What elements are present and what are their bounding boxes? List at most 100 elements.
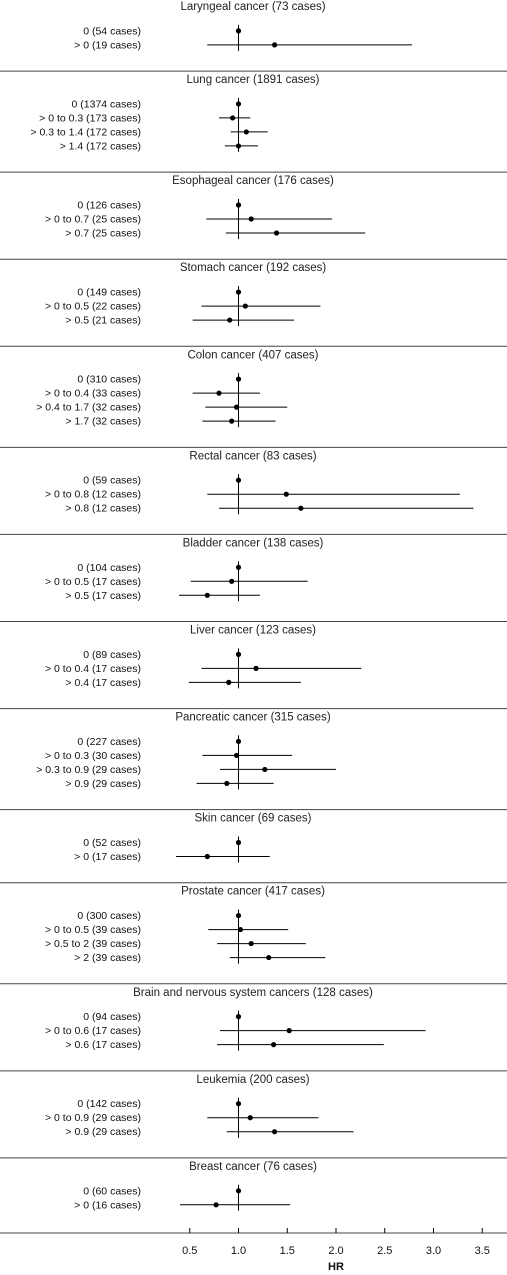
row-label: > 0 (17 cases) (74, 851, 141, 863)
row-label: > 0 (19 cases) (74, 39, 141, 51)
hr-point (213, 1202, 219, 1208)
row-label: > 0.6 (17 cases) (65, 1039, 141, 1051)
panel: Esophageal cancer (176 cases) 0 (126 case… (0, 175, 507, 260)
hr-point (248, 216, 254, 222)
hr-point (243, 129, 249, 135)
hr-point (235, 202, 242, 208)
hr-point (233, 404, 240, 410)
x-tick-label: 2.5 (377, 1245, 392, 1257)
hr-point (237, 926, 244, 933)
hr-point (226, 679, 232, 685)
row-label: > 0 to 0.3 (30 cases) (45, 750, 141, 762)
panel: Lung cancer (1891 cases) 0 (1374 cases) > … (0, 74, 507, 173)
hr-point (235, 101, 242, 107)
hr-point (227, 317, 233, 323)
hr-point (271, 1129, 278, 1135)
row-label: > 0.5 to 2 (39 cases) (45, 938, 141, 950)
panel-title: Stomach cancer (192 cases) (180, 262, 327, 274)
hr-point (262, 766, 268, 773)
panel-title: Brain and nervous system cancers (128 ca… (133, 987, 373, 999)
hr-point (235, 738, 242, 745)
row-label: > 0.9 (29 cases) (65, 1126, 141, 1138)
hr-point (242, 303, 248, 309)
forest-panels: Laryngeal cancer (73 cases) 0 (54 cases) >… (0, 1, 507, 1211)
x-tick-label: 1.5 (280, 1245, 295, 1257)
hr-point (235, 289, 242, 295)
panel: Laryngeal cancer (73 cases) 0 (54 cases) >… (0, 1, 507, 72)
row-label: > 0 to 0.3 (173 cases) (39, 112, 141, 124)
row-label: 0 (1374 cases) (72, 98, 141, 110)
panel-title: Breast cancer (76 cases) (189, 1161, 317, 1173)
hr-point (204, 853, 210, 860)
panel-title: Liver cancer (123 cases) (190, 625, 316, 637)
hr-point (230, 115, 236, 121)
row-label: 0 (149 cases) (77, 287, 141, 299)
row-label: 0 (126 cases) (77, 200, 141, 212)
x-tick-label: 1.0 (231, 1245, 246, 1257)
panel: Colon cancer (407 cases) 0 (310 cases) > 0… (0, 349, 507, 448)
panel-title: Pancreatic cancer (315 cases) (175, 712, 330, 724)
panel: Leukemia (200 cases) 0 (142 cases) > 0 to … (0, 1074, 507, 1159)
panel-title: Esophageal cancer (176 cases) (172, 175, 334, 187)
hr-point (247, 1115, 253, 1121)
hr-point (216, 390, 222, 396)
row-label: > 0 to 0.5 (17 cases) (45, 576, 141, 588)
row-label: > 0.8 (12 cases) (65, 503, 141, 515)
panel: Brain and nervous system cancers (128 ca… (0, 987, 507, 1072)
hr-point (266, 954, 272, 961)
row-label: 0 (300 cases) (77, 910, 141, 922)
row-label: > 0.9 (29 cases) (65, 778, 141, 790)
panel-title: Lung cancer (1891 cases) (187, 74, 320, 86)
row-label: > 0 to 0.7 (25 cases) (45, 214, 141, 226)
row-label: > 0.4 to 1.7 (32 cases) (36, 402, 141, 414)
panel: Liver cancer (123 cases) 0 (89 cases) > 0 … (0, 625, 507, 710)
hr-point (235, 651, 242, 657)
row-label: > 1.4 (172 cases) (60, 140, 141, 152)
x-tick-label: 3.5 (475, 1245, 490, 1257)
row-label: > 1.7 (32 cases) (65, 416, 141, 428)
row-label: 0 (94 cases) (83, 1011, 141, 1023)
row-label: 0 (227 cases) (77, 736, 141, 748)
row-label: 0 (89 cases) (83, 649, 141, 661)
hr-point (235, 28, 242, 34)
panel: Prostate cancer (417 cases) 0 (300 cases)… (0, 886, 507, 985)
hr-point (235, 1014, 242, 1020)
panel-title: Prostate cancer (417 cases) (181, 886, 325, 898)
row-label: > 0 to 0.5 (22 cases) (45, 301, 141, 313)
hr-point (271, 42, 278, 48)
panel-title: Rectal cancer (83 cases) (189, 450, 316, 462)
panel: Rectal cancer (83 cases) 0 (59 cases) > 0 … (0, 450, 507, 535)
hr-point (248, 940, 254, 947)
row-label: 0 (52 cases) (83, 837, 141, 849)
row-label: 0 (310 cases) (77, 374, 141, 386)
hr-point (283, 491, 289, 497)
row-label: > 2 (39 cases) (74, 952, 141, 964)
row-label: > 0.7 (25 cases) (65, 228, 141, 240)
panel: Skin cancer (69 cases) 0 (52 cases) > 0 (1… (0, 813, 507, 884)
row-label: > 0 to 0.4 (33 cases) (45, 388, 141, 400)
row-label: > 0.3 to 1.4 (172 cases) (30, 126, 141, 138)
hr-point (253, 665, 259, 671)
hr-point (235, 143, 242, 149)
panel: Pancreatic cancer (315 cases) 0 (227 case… (0, 712, 507, 811)
hr-point (235, 477, 242, 483)
hr-point (235, 912, 242, 919)
row-label: > 0 to 0.5 (39 cases) (45, 924, 141, 936)
x-tick-label: 2.0 (328, 1245, 343, 1257)
row-label: > 0 to 0.6 (17 cases) (45, 1025, 141, 1037)
row-label: > 0.5 (17 cases) (65, 590, 141, 602)
hr-point (235, 1101, 242, 1107)
panel: Stomach cancer (192 cases) 0 (149 cases) >… (0, 262, 507, 347)
row-label: > 0.4 (17 cases) (65, 677, 141, 689)
panel-title: Colon cancer (407 cases) (187, 349, 318, 361)
row-label: 0 (54 cases) (83, 25, 141, 37)
row-label: > 0 to 0.9 (29 cases) (45, 1112, 141, 1124)
hr-point (273, 230, 280, 236)
hr-point (204, 592, 210, 598)
x-axis-title: HR (328, 1261, 344, 1273)
panel-title: Skin cancer (69 cases) (195, 813, 312, 825)
row-label: 0 (142 cases) (77, 1098, 141, 1110)
row-label: 0 (104 cases) (77, 562, 141, 574)
hr-point (271, 1042, 277, 1048)
x-tick-label: 3.0 (426, 1245, 441, 1257)
